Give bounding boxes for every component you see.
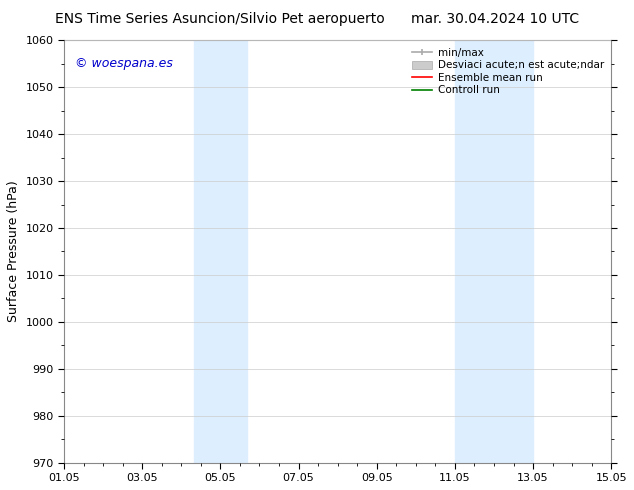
Bar [194,40,247,463]
Text: ENS Time Series Asuncion/Silvio Pet aeropuerto      mar. 30.04.2024 10 UTC: ENS Time Series Asuncion/Silvio Pet aero… [55,12,579,26]
Bar [455,40,533,463]
Legend: min/max, Desviaci acute;n est acute;ndar, Ensemble mean run, Controll run: min/max, Desviaci acute;n est acute;ndar… [410,46,606,98]
Text: © woespana.es: © woespana.es [75,57,173,70]
Y-axis label: Surface Pressure (hPa): Surface Pressure (hPa) [7,181,20,322]
